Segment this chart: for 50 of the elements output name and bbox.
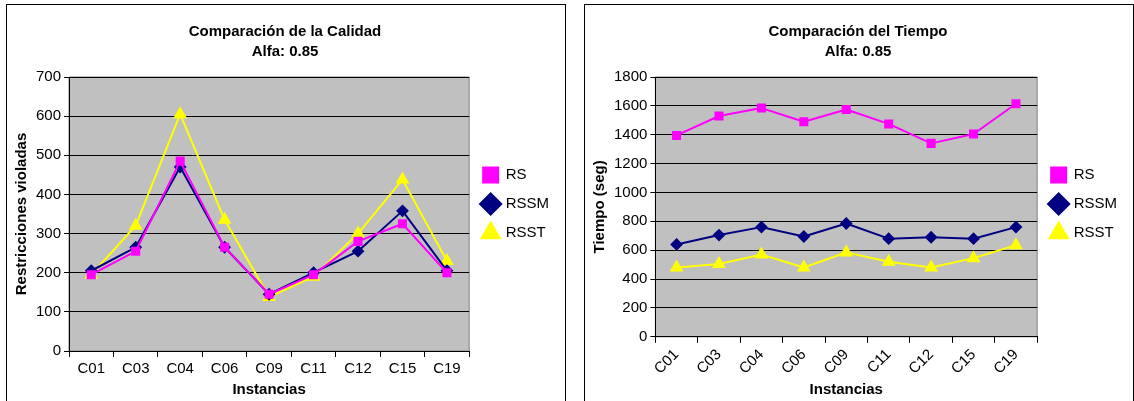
x-tick-label: C01 xyxy=(650,345,682,377)
y-axis-title: Restricciones violadas xyxy=(12,132,30,296)
y-tick-label: 700 xyxy=(36,67,62,85)
x-tick-label: C15 xyxy=(388,359,417,377)
y-tick-label: 1200 xyxy=(613,153,648,171)
x-tick-label: C15 xyxy=(947,345,979,377)
x-tick-label: C04 xyxy=(166,359,194,377)
x-axis-title: Instancias xyxy=(809,380,883,398)
x-axis-title: Instancias xyxy=(232,380,306,398)
x-tick-label: C19 xyxy=(989,345,1021,377)
chart-title: Comparación de la Calidad xyxy=(188,22,382,40)
x-tick-label: C12 xyxy=(344,359,372,377)
legend-label: RSST xyxy=(505,223,546,241)
y-tick-label: 1400 xyxy=(613,124,648,142)
x-tick-label: C01 xyxy=(77,359,106,377)
y-tick-label: 1800 xyxy=(613,67,648,85)
x-tick-label: C03 xyxy=(121,359,150,377)
x-tick-label: C11 xyxy=(863,345,894,376)
y-tick-label: 400 xyxy=(622,269,648,287)
legend-label: RSST xyxy=(1073,223,1114,241)
y-tick-label: 0 xyxy=(639,326,648,344)
y-tick-label: 600 xyxy=(622,240,648,258)
x-tick-label: C06 xyxy=(210,359,239,377)
legend-label: RS xyxy=(505,165,527,183)
legend-label: RSSM xyxy=(1073,194,1118,212)
y-axis-title: Tiempo (seg) xyxy=(590,160,608,254)
x-tick-label: C09 xyxy=(819,345,852,377)
x-tick-label: C12 xyxy=(904,345,937,377)
y-tick-label: 100 xyxy=(36,302,62,319)
y-tick-label: 200 xyxy=(622,298,648,316)
y-tick-label: 400 xyxy=(36,184,62,202)
x-tick-label: C09 xyxy=(255,359,283,377)
x-tick-label: C19 xyxy=(433,359,461,377)
y-tick-label: 1600 xyxy=(613,96,648,114)
chart-title: Comparación del Tiempo xyxy=(768,22,948,40)
y-tick-label: 800 xyxy=(622,211,648,229)
x-tick-label: C06 xyxy=(777,345,809,377)
x-tick-label: C03 xyxy=(692,345,725,377)
y-tick-label: 300 xyxy=(36,223,62,241)
y-tick-label: 1000 xyxy=(613,182,648,200)
chart-subtitle: Alfa: 0.85 xyxy=(251,42,319,60)
chart-subtitle: Alfa: 0.85 xyxy=(824,42,892,60)
y-tick-label: 600 xyxy=(36,106,62,124)
y-tick-label: 500 xyxy=(36,145,62,163)
x-tick-label: C04 xyxy=(734,345,767,377)
y-tick-label: 0 xyxy=(52,341,62,359)
legend-label: RSSM xyxy=(505,194,550,212)
x-tick-label: C11 xyxy=(300,359,327,377)
y-tick-label: 200 xyxy=(36,262,62,280)
legend-label: RS xyxy=(1073,165,1095,183)
